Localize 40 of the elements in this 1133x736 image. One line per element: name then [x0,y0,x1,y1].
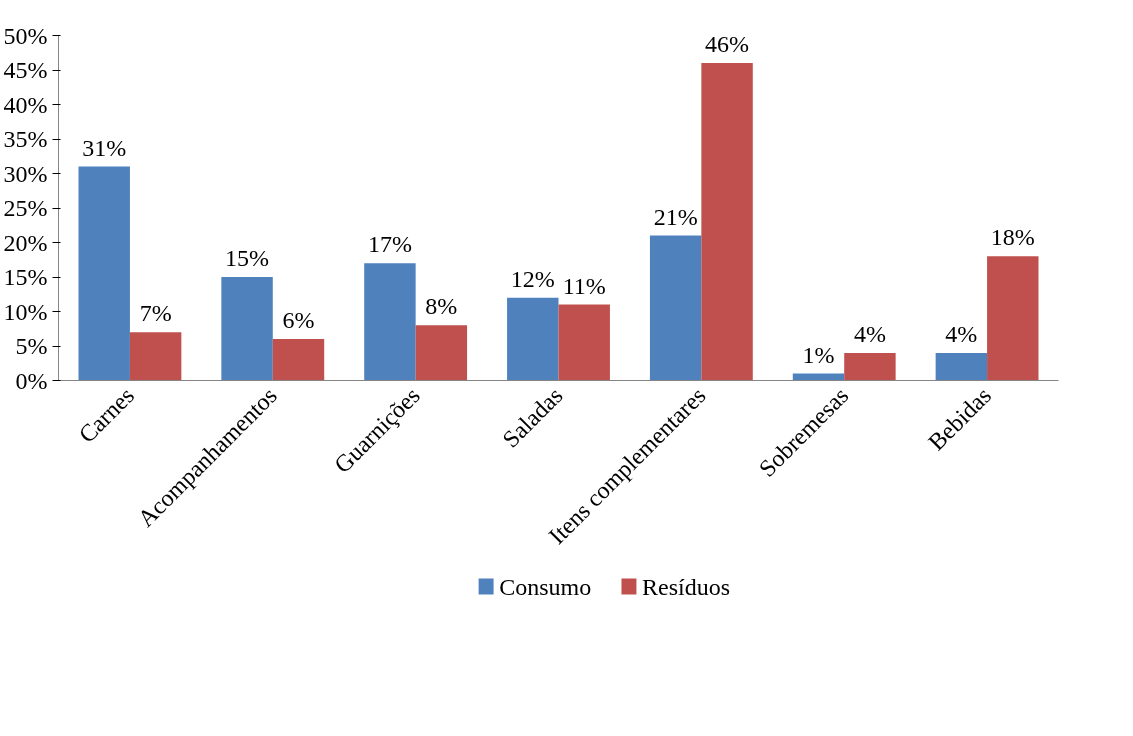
bar [221,277,273,381]
data-label: 46% [705,31,750,58]
bar [78,166,130,381]
data-label: 31% [82,134,127,161]
bar [364,263,416,381]
bar [844,352,896,381]
bar [415,325,468,381]
data-label: 17% [367,231,412,258]
y-tick-label: 50% [3,22,48,49]
data-label: 4% [945,320,978,347]
legend-label: Resíduos [642,573,731,600]
data-label: 7% [139,300,172,327]
y-tick-label: 5% [15,333,48,359]
data-label: 1% [802,341,835,368]
bar [987,256,1039,381]
bar [558,304,610,381]
data-label: 21% [653,203,698,230]
y-tick-label: 25% [3,195,48,221]
legend-label: Consumo [499,573,592,600]
y-tick-label: 0% [15,367,48,394]
data-label: 11% [562,272,606,299]
bar [701,63,753,381]
y-tick-label: 35% [3,126,48,152]
y-tick-label: 20% [3,229,48,256]
bar [649,235,702,381]
y-tick-label: 10% [3,298,48,325]
data-label: 8% [425,293,458,320]
bar [935,352,988,381]
data-label: 12% [510,265,555,292]
y-tick-label: 40% [3,91,48,118]
y-tick-label: 15% [3,264,48,290]
y-tick-label: 45% [3,57,48,83]
data-label: 15% [225,245,270,271]
data-label: 4% [853,320,886,347]
bar [129,332,182,381]
y-tick-label: 30% [3,160,48,187]
data-label: 18% [990,224,1035,251]
data-label: 6% [282,307,315,334]
bar [507,297,559,381]
bar [272,339,325,381]
